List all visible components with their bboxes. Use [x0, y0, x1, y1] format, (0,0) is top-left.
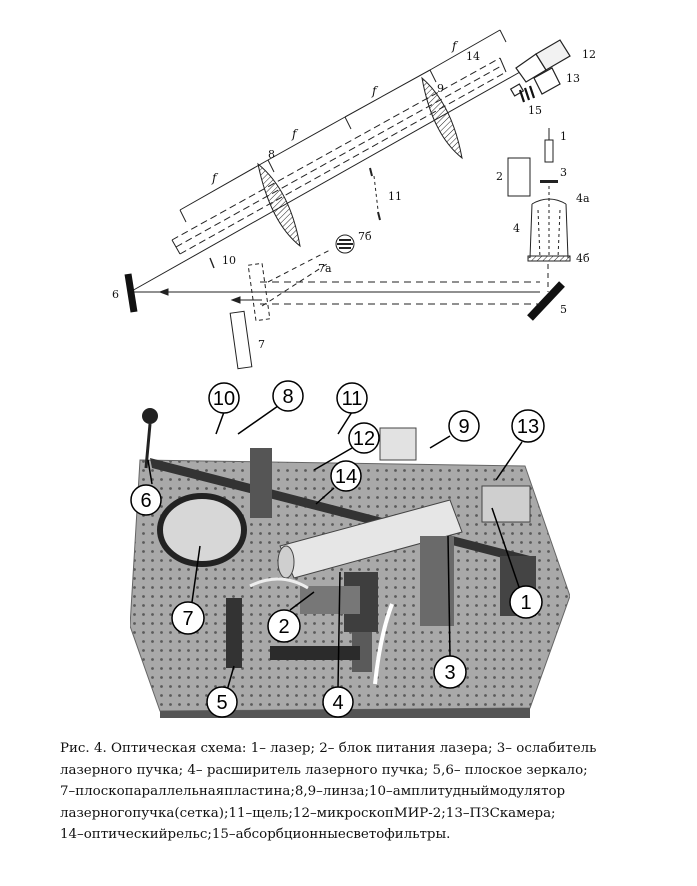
callout-10: 10: [208, 382, 240, 435]
label-13: 13: [566, 72, 580, 85]
label-7a: 7a: [318, 262, 332, 275]
optical-axis: [129, 71, 521, 293]
optical-rail-14: [171, 57, 507, 255]
label-3: 3: [560, 166, 567, 179]
lens-8: [257, 162, 301, 248]
focal-label: f: [291, 127, 299, 141]
caption-line: лазерногопучка(сетка);11–щель;12–микроск…: [60, 805, 556, 821]
callout-number: 10: [213, 388, 235, 410]
label-1: 1: [560, 130, 567, 143]
callout-11: 11: [336, 382, 368, 435]
callout-8: 8: [237, 380, 304, 435]
callout-2: 2: [267, 591, 315, 643]
plane-mirror-5: [527, 281, 565, 321]
callout-number: 5: [216, 692, 227, 714]
callout-number: 6: [140, 490, 151, 512]
label-10: 10: [222, 254, 236, 267]
focal-length-dimensions: [179, 29, 507, 223]
label-12: 12: [582, 48, 596, 61]
absorption-filters-15: [518, 85, 536, 103]
callout-13: 13: [495, 409, 545, 481]
microscope-12: [515, 39, 571, 83]
callout-3: 3: [433, 535, 467, 689]
photo-callouts: 10 8 11 12 9 13 14: [130, 380, 545, 718]
laser-1: [544, 139, 554, 163]
ccd-camera-13: [509, 67, 561, 97]
callout-14: 14: [315, 460, 362, 505]
plane-mirror-6: [124, 273, 138, 313]
caption-line: 14–оптическийрельс;15–абсорбционныесвето…: [60, 827, 451, 842]
grid-pattern-7b: [335, 234, 355, 254]
label-4b: 4б: [576, 252, 590, 265]
label-9: 9: [437, 82, 444, 95]
plane-parallel-plate-7: [229, 249, 331, 370]
label-11: 11: [388, 190, 402, 203]
label-7: 7: [258, 338, 265, 351]
laser-power-supply-2: [507, 157, 531, 197]
label-5: 5: [560, 303, 567, 316]
caption-line: лазерного пучка; 4– расширитель лазерног…: [60, 762, 588, 778]
callout-4: 4: [322, 571, 354, 718]
callout-number: 8: [282, 386, 293, 408]
lens-9: [421, 76, 463, 160]
setup-photo: 10 8 11 12 9 13 14: [130, 376, 570, 718]
label-2: 2: [496, 170, 503, 183]
callout-number: 11: [342, 388, 363, 410]
figure-caption: Рис. 4. Оптическая схема: 1– лазер; 2– б…: [60, 738, 660, 846]
label-6: 6: [112, 288, 119, 301]
callout-number: 7: [182, 608, 193, 630]
callout-number: 3: [444, 662, 455, 684]
callout-number: 9: [458, 416, 469, 438]
callout-5: 5: [206, 665, 238, 718]
large-lens-plate: [157, 493, 247, 567]
focal-label: f: [211, 171, 219, 185]
beam-paths: [134, 264, 549, 305]
slit-11: [369, 167, 381, 221]
callout-number: 4: [332, 692, 343, 714]
caption-line: Рис. 4. Оптическая схема: 1– лазер; 2– б…: [60, 741, 597, 756]
label-7b: 7б: [358, 230, 372, 243]
label-8: 8: [268, 148, 275, 161]
callout-6: 6: [130, 459, 162, 516]
callout-1: 1: [491, 507, 543, 619]
optical-scheme-diagram: f f f f 8 9 11 10 14 12 13 15 1 2 3: [112, 29, 596, 370]
beam-attenuator-3: [540, 180, 558, 183]
label-4a: 4a: [576, 192, 590, 205]
callout-number: 14: [335, 466, 357, 488]
focal-label: f: [371, 84, 379, 98]
caption-line: 7–плоскопараллельнаяпластина;8,9–линза;1…: [60, 784, 566, 799]
label-14: 14: [466, 50, 480, 63]
callout-number: 2: [278, 616, 289, 638]
callout-7: 7: [171, 545, 205, 635]
callout-number: 12: [353, 428, 375, 450]
callout-9: 9: [429, 410, 480, 449]
callout-number: 13: [517, 416, 539, 438]
callout-12: 12: [313, 422, 380, 471]
label-15: 15: [528, 104, 542, 117]
callout-number: 1: [520, 592, 531, 614]
focal-label: f: [451, 39, 459, 53]
beam-expander-4: [527, 186, 571, 262]
label-4: 4: [513, 222, 520, 235]
